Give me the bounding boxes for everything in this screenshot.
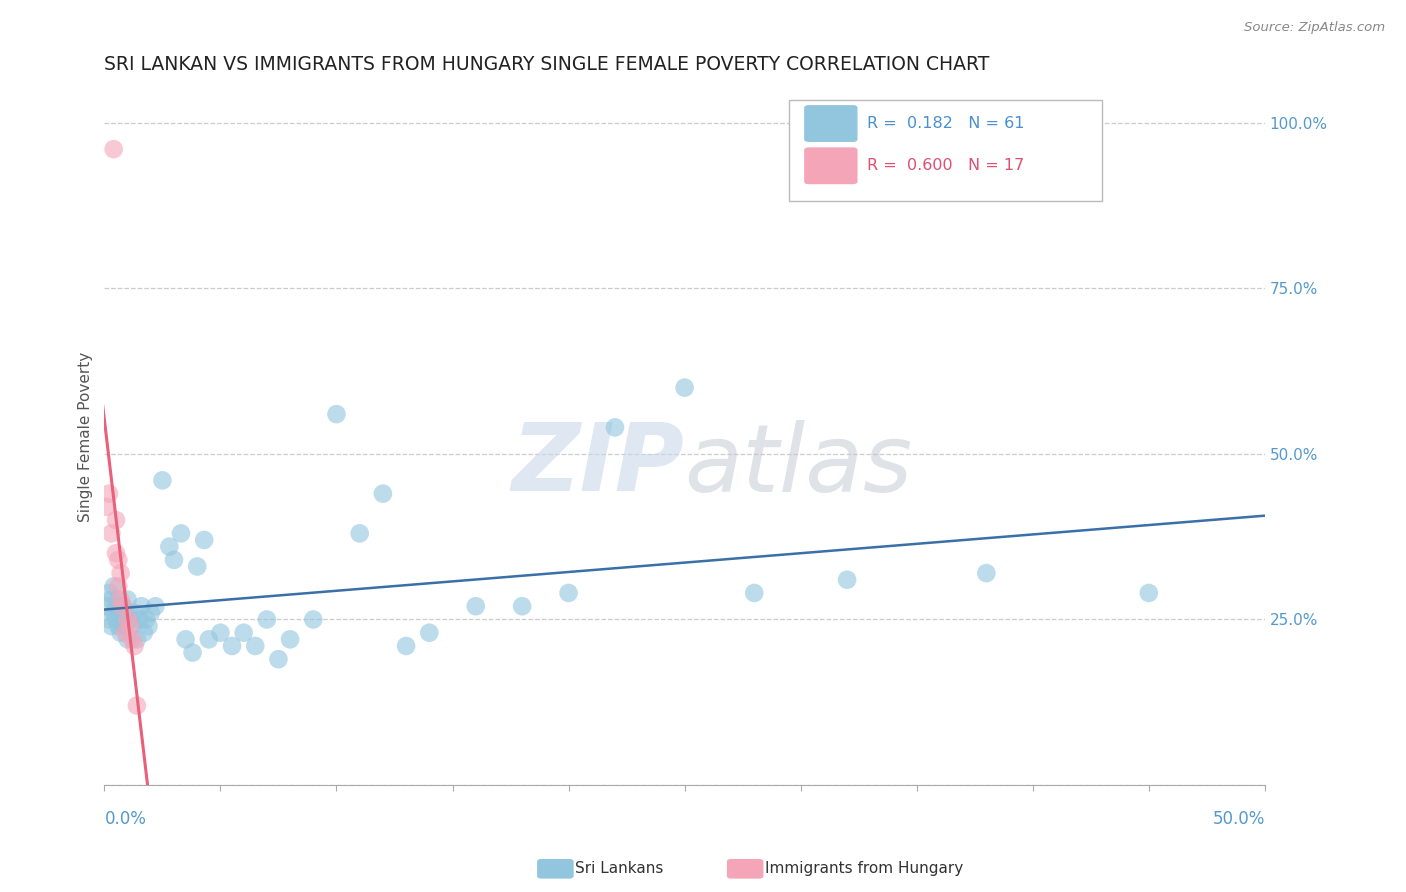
Point — [111, 599, 134, 614]
Point — [124, 606, 146, 620]
Point — [186, 559, 208, 574]
Point — [464, 599, 486, 614]
Point — [114, 606, 136, 620]
FancyBboxPatch shape — [804, 105, 858, 142]
Point — [118, 612, 141, 626]
Point — [117, 612, 139, 626]
Point — [107, 619, 129, 633]
Point — [245, 639, 267, 653]
Point — [107, 592, 129, 607]
Point — [267, 652, 290, 666]
Point — [139, 606, 162, 620]
Point — [110, 606, 132, 620]
Point — [117, 632, 139, 647]
Text: Sri Lankans: Sri Lankans — [575, 862, 664, 876]
Point — [371, 486, 394, 500]
Point — [603, 420, 626, 434]
Point — [103, 142, 125, 156]
Point — [742, 586, 765, 600]
Point — [98, 486, 121, 500]
Point — [111, 612, 134, 626]
Point — [135, 612, 157, 626]
Point — [96, 500, 118, 514]
Point — [114, 619, 136, 633]
Point — [96, 599, 118, 614]
Point — [100, 592, 122, 607]
Text: 0.0%: 0.0% — [104, 810, 146, 828]
Point — [107, 579, 129, 593]
Point — [510, 599, 533, 614]
Point — [418, 625, 440, 640]
Point — [557, 586, 579, 600]
Point — [111, 599, 134, 614]
Point — [128, 612, 150, 626]
Point — [138, 619, 160, 633]
Point — [121, 632, 143, 647]
Point — [1137, 586, 1160, 600]
Point — [835, 573, 858, 587]
Point — [104, 546, 127, 560]
Point — [256, 612, 278, 626]
Point — [209, 625, 232, 640]
Point — [98, 612, 121, 626]
Point — [163, 553, 186, 567]
Point — [103, 606, 125, 620]
Point — [107, 553, 129, 567]
Point — [174, 632, 197, 647]
Point — [132, 625, 155, 640]
Point — [110, 566, 132, 580]
Point — [100, 619, 122, 633]
Point — [110, 592, 132, 607]
Text: 50.0%: 50.0% — [1212, 810, 1265, 828]
Point — [673, 381, 696, 395]
Point — [131, 599, 153, 614]
Text: SRI LANKAN VS IMMIGRANTS FROM HUNGARY SINGLE FEMALE POVERTY CORRELATION CHART: SRI LANKAN VS IMMIGRANTS FROM HUNGARY SI… — [104, 55, 990, 74]
Point — [193, 533, 215, 547]
Point — [976, 566, 998, 580]
Point — [104, 513, 127, 527]
Point — [181, 646, 204, 660]
Point — [325, 407, 347, 421]
Point — [302, 612, 325, 626]
FancyBboxPatch shape — [804, 147, 858, 185]
Point — [104, 612, 127, 626]
Point — [221, 639, 243, 653]
Text: R =  0.182   N = 61: R = 0.182 N = 61 — [868, 116, 1025, 131]
Point — [198, 632, 221, 647]
Text: atlas: atlas — [685, 419, 912, 510]
Point — [114, 625, 136, 640]
Y-axis label: Single Female Poverty: Single Female Poverty — [79, 352, 93, 523]
Point — [110, 625, 132, 640]
Text: ZIP: ZIP — [512, 419, 685, 511]
Point — [349, 526, 371, 541]
Point — [124, 639, 146, 653]
Point — [125, 698, 148, 713]
Point — [118, 619, 141, 633]
Point — [100, 526, 122, 541]
Point — [103, 579, 125, 593]
Point — [157, 540, 180, 554]
Point — [117, 592, 139, 607]
Text: R =  0.600   N = 17: R = 0.600 N = 17 — [868, 158, 1024, 173]
FancyBboxPatch shape — [789, 100, 1102, 201]
Point — [152, 474, 174, 488]
Point — [232, 625, 254, 640]
Point — [98, 586, 121, 600]
Text: Immigrants from Hungary: Immigrants from Hungary — [765, 862, 963, 876]
Point — [125, 632, 148, 647]
Point — [278, 632, 301, 647]
Point — [395, 639, 418, 653]
Text: Source: ZipAtlas.com: Source: ZipAtlas.com — [1244, 21, 1385, 34]
Point — [121, 619, 143, 633]
Point — [170, 526, 193, 541]
Point — [104, 599, 127, 614]
Point — [145, 599, 167, 614]
